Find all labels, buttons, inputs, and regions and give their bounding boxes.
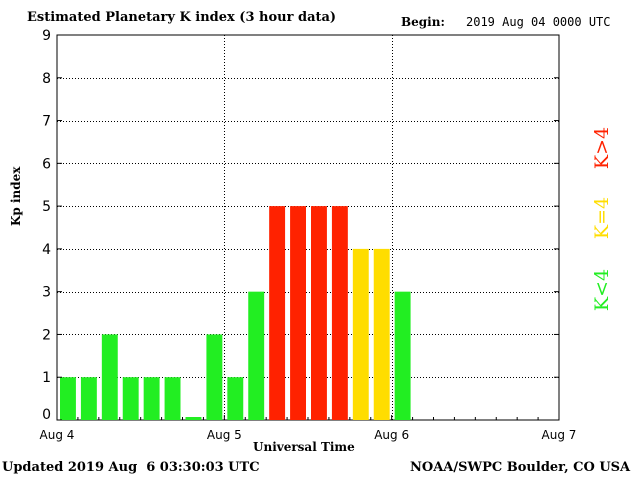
y-axis: 0 1 2 3 4 5 6 7 8 9 xyxy=(42,28,559,423)
y-tick-label: 3 xyxy=(42,285,51,301)
y-tick-label: 9 xyxy=(42,28,51,44)
begin-value: 2019 Aug 04 0000 UTC xyxy=(466,15,611,29)
x-tick-label: Aug 7 xyxy=(542,428,577,442)
kp-bar xyxy=(185,417,202,420)
y-tick-label: 5 xyxy=(42,199,51,215)
kp-bar xyxy=(352,248,369,420)
x-tick-label: Aug 4 xyxy=(40,428,75,442)
credit-text: NOAA/SWPC Boulder, CO USA xyxy=(410,460,631,475)
kp-bar xyxy=(60,377,76,420)
updated-timestamp: Updated 2019 Aug 6 03:30:03 UTC xyxy=(2,460,260,475)
kp-bar xyxy=(164,377,181,420)
kp-bar xyxy=(248,291,265,420)
y-tick-label: 4 xyxy=(42,242,51,258)
y-axis-label: Kp index xyxy=(9,166,23,226)
kp-bar xyxy=(269,206,286,420)
kp-bar xyxy=(227,377,244,420)
y-tick-label: 7 xyxy=(42,114,51,130)
legend-item: K>4 xyxy=(591,127,613,169)
kp-bar xyxy=(143,377,160,420)
x-axis-label: Universal Time xyxy=(253,440,355,454)
y-tick-label: 1 xyxy=(42,370,51,386)
legend-item: K=4 xyxy=(591,197,613,239)
kp-bar xyxy=(331,206,348,420)
chart-title: Estimated Planetary K index (3 hour data… xyxy=(27,10,337,25)
kp-bar xyxy=(373,248,390,420)
x-tick-label: Aug 6 xyxy=(374,428,409,442)
y-tick-label: 8 xyxy=(42,71,51,87)
kp-bar xyxy=(80,377,97,420)
chart-grid xyxy=(57,35,559,420)
kp-bar xyxy=(206,334,223,420)
legend: K<4 K=4 K>4 xyxy=(591,127,613,311)
kp-bar xyxy=(290,206,306,420)
y-tick-label: 0 xyxy=(42,407,51,423)
plot-frame xyxy=(56,34,560,421)
kp-bar xyxy=(122,377,139,420)
x-axis: Aug 4 Aug 5 Aug 6 Aug 7 xyxy=(40,415,577,442)
y-tick-label: 2 xyxy=(42,327,51,343)
legend-item: K<4 xyxy=(591,269,613,311)
chart-bars xyxy=(60,206,411,420)
kp-bar xyxy=(101,334,118,420)
x-tick-label: Aug 5 xyxy=(207,428,242,442)
kp-bar xyxy=(311,206,327,420)
y-tick-label: 6 xyxy=(42,156,51,172)
kp-bar xyxy=(394,291,411,420)
begin-label: Begin: xyxy=(401,15,445,29)
